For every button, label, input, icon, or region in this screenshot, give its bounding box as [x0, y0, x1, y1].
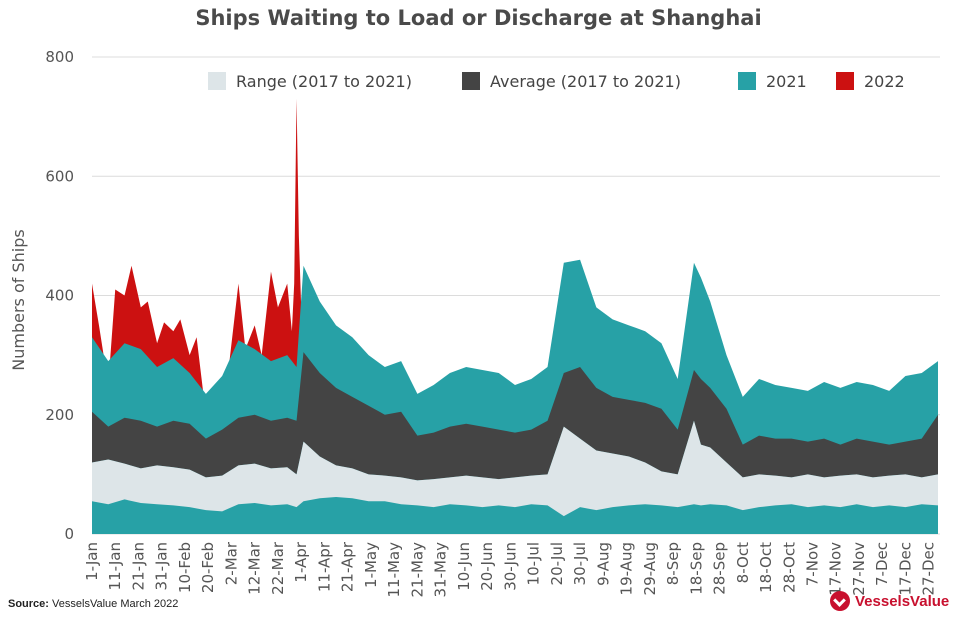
- legend-label: 2022: [864, 72, 905, 91]
- x-tick-label: 1-May: [362, 542, 380, 588]
- x-tick-label: 11-Jan: [106, 542, 124, 590]
- legend-swatch: [738, 72, 756, 90]
- y-axis-label: Numbers of Ships: [9, 229, 28, 370]
- vesselsvalue-logo-icon: [830, 591, 850, 611]
- x-tick-label: 31-Jan: [153, 542, 171, 590]
- x-tick-label: 30-Jul: [571, 542, 589, 585]
- series-average-area: [92, 352, 938, 481]
- x-tick-label: 7-Nov: [803, 542, 821, 586]
- x-tick-label: 8-Sep: [664, 542, 682, 585]
- x-tick-label: 22-Mar: [269, 541, 287, 595]
- x-tick-label: 21-Jan: [129, 542, 147, 590]
- legend-label: Average (2017 to 2021): [490, 72, 681, 91]
- legend-label: 2021: [766, 72, 807, 91]
- source-note: Source: VesselsValue March 2022: [8, 598, 178, 610]
- y-tick-label: 800: [45, 48, 74, 66]
- x-tick-label: 21-Apr: [339, 541, 357, 592]
- legend: Range (2017 to 2021) Average (2017 to 202…: [208, 72, 905, 91]
- legend-swatch: [462, 72, 480, 90]
- x-tick-label: 11-Apr: [315, 541, 333, 592]
- x-tick-label: 27-Dec: [920, 542, 938, 596]
- x-tick-label: 27-Nov: [850, 542, 868, 596]
- x-tick-label: 18-Oct: [757, 542, 775, 593]
- series-range-area: [92, 420, 938, 517]
- chart-title: Ships Waiting to Load or Discharge at Sh…: [195, 6, 762, 30]
- legend-label: Range (2017 to 2021): [236, 72, 412, 91]
- x-tick-label: 19-Aug: [618, 542, 636, 595]
- x-tick-label: 18-Sep: [687, 542, 705, 595]
- y-tick-label: 600: [45, 167, 74, 185]
- x-tick-label: 20-Jun: [478, 542, 496, 591]
- x-tick-label: 30-Jun: [501, 542, 519, 591]
- x-tick-label: 12-Mar: [246, 541, 264, 595]
- x-tick-label: 17-Nov: [827, 542, 845, 596]
- y-tick-label: 0: [64, 525, 74, 543]
- x-tick-label: 20-Feb: [199, 542, 217, 593]
- series-areas: [92, 98, 938, 535]
- brand-logo: VesselsValue: [830, 591, 949, 611]
- x-tick-label: 21-May: [408, 542, 426, 598]
- x-tick-label: 1-Jan: [83, 542, 101, 581]
- x-axis-ticks: 1-Jan 11-Jan 21-Jan 31-Jan 10-Feb 20-Feb 2-Mar…: [83, 541, 938, 597]
- x-tick-label: 31-May: [432, 542, 450, 598]
- x-tick-label: 1-Apr: [292, 541, 310, 582]
- x-tick-label: 28-Sep: [711, 542, 729, 595]
- source-label: Source:: [8, 598, 49, 610]
- x-tick-label: 20-Jul: [548, 542, 566, 585]
- x-tick-label: 10-Jul: [525, 542, 543, 585]
- x-tick-label: 29-Aug: [641, 542, 659, 595]
- x-tick-label: 2-Mar: [222, 541, 240, 585]
- x-tick-label: 17-Dec: [896, 542, 914, 596]
- y-tick-label: 200: [45, 406, 74, 424]
- x-tick-label: 11-May: [385, 542, 403, 598]
- y-axis-ticks: 0 200 400 600 800: [45, 48, 74, 543]
- source-text: VesselsValue March 2022: [52, 598, 179, 610]
- legend-swatch: [208, 72, 226, 90]
- x-tick-label: 7-Dec: [873, 542, 891, 586]
- x-tick-label: 8-Oct: [734, 542, 752, 583]
- x-tick-label: 28-Oct: [780, 542, 798, 593]
- x-tick-label: 10-Feb: [176, 542, 194, 593]
- y-tick-label: 400: [45, 287, 74, 305]
- x-tick-label: 9-Aug: [594, 542, 612, 586]
- brand-name: VesselsValue: [855, 592, 950, 610]
- legend-swatch: [836, 72, 854, 90]
- x-tick-label: 10-Jun: [455, 542, 473, 591]
